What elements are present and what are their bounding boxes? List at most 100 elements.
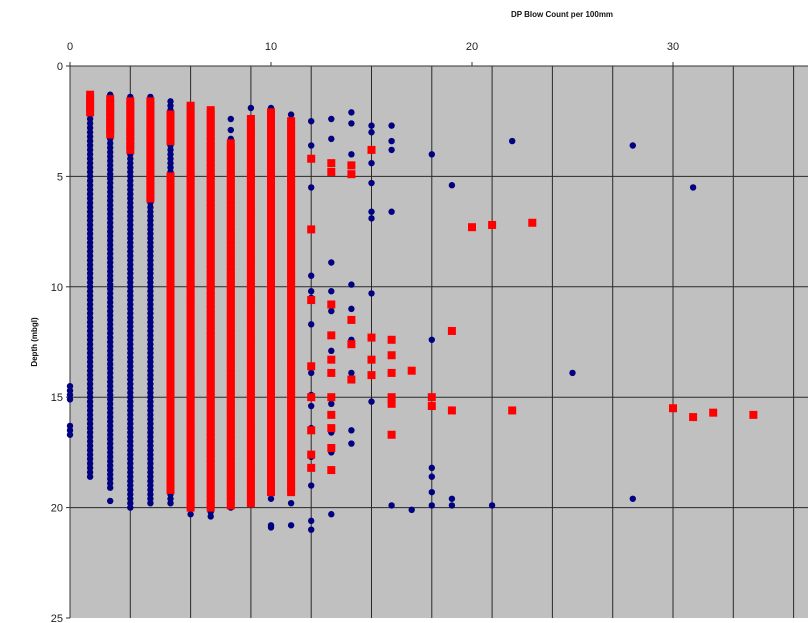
data-point <box>166 137 175 146</box>
data-point <box>186 472 195 481</box>
data-point <box>327 393 336 402</box>
data-point <box>246 375 255 384</box>
data-point <box>186 225 195 234</box>
data-point <box>246 278 255 287</box>
data-point <box>267 232 275 241</box>
data-point <box>186 432 195 441</box>
data-point <box>226 271 235 280</box>
data-point <box>166 450 175 459</box>
data-point <box>186 234 195 243</box>
data-point <box>127 385 134 392</box>
data-point <box>86 363 94 370</box>
data-point <box>186 296 195 305</box>
data-point <box>127 354 134 361</box>
data-point <box>107 140 114 147</box>
data-point <box>107 484 114 491</box>
data-point <box>147 420 154 427</box>
data-point <box>166 331 175 340</box>
data-point <box>226 245 235 254</box>
data-point <box>186 499 195 508</box>
data-point <box>186 304 195 313</box>
data-point <box>107 144 114 151</box>
data-point <box>186 251 195 260</box>
data-point <box>186 181 195 190</box>
data-point <box>166 388 175 397</box>
y-axis-title: Depth (mbgl) <box>30 317 39 367</box>
data-point <box>267 399 275 408</box>
data-point <box>287 448 296 457</box>
data-point <box>327 167 336 176</box>
data-point <box>86 168 94 176</box>
data-point <box>127 248 134 255</box>
data-point <box>126 106 135 115</box>
data-point <box>186 362 195 371</box>
data-point <box>86 115 94 123</box>
data-point <box>107 197 114 204</box>
data-point <box>206 238 215 247</box>
data-point <box>107 294 114 302</box>
data-point <box>267 342 275 351</box>
data-point <box>86 301 94 308</box>
data-point <box>166 247 175 256</box>
data-point <box>287 148 296 157</box>
data-point <box>166 203 175 212</box>
data-point <box>226 280 235 289</box>
data-point <box>246 362 255 371</box>
data-point <box>126 97 135 106</box>
data-point <box>147 389 154 396</box>
data-point <box>246 437 255 446</box>
data-point <box>287 426 296 435</box>
data-point <box>206 499 215 508</box>
data-point <box>226 443 235 452</box>
data-point <box>147 385 154 392</box>
data-point <box>107 153 114 160</box>
data-point <box>287 121 296 130</box>
data-point <box>307 362 316 371</box>
data-point <box>66 382 74 390</box>
data-point <box>246 220 255 229</box>
data-point <box>287 165 296 174</box>
data-point <box>186 185 195 194</box>
data-point <box>246 410 255 419</box>
data-point <box>206 203 215 212</box>
data-point <box>267 495 275 502</box>
data-point <box>147 221 154 229</box>
data-point <box>308 142 315 149</box>
data-point <box>287 466 296 475</box>
data-point <box>328 259 335 266</box>
data-point <box>267 156 275 165</box>
data-point <box>86 349 94 357</box>
data-point <box>147 376 154 383</box>
data-point <box>127 491 134 498</box>
data-point <box>427 393 436 402</box>
data-point <box>186 384 195 393</box>
x-tick-label: 20 <box>466 41 478 53</box>
data-point <box>127 261 134 268</box>
data-point <box>246 331 255 340</box>
data-point <box>226 285 235 294</box>
data-point <box>86 248 94 255</box>
data-point <box>186 128 195 137</box>
data-point <box>267 293 275 302</box>
data-point <box>147 252 154 260</box>
data-point <box>186 207 195 216</box>
data-point <box>147 288 154 295</box>
data-point <box>186 428 195 437</box>
data-point <box>246 335 255 344</box>
data-point <box>166 229 175 238</box>
data-point <box>387 335 396 344</box>
data-point <box>166 220 175 229</box>
data-point <box>147 349 154 357</box>
data-point <box>308 526 315 533</box>
data-point <box>107 449 114 456</box>
data-point <box>206 119 215 128</box>
data-point <box>186 463 195 472</box>
data-point <box>226 170 235 179</box>
data-point <box>186 481 195 490</box>
data-point <box>206 459 215 468</box>
data-point <box>166 304 175 313</box>
data-point <box>166 357 175 366</box>
data-point <box>186 278 195 287</box>
data-point <box>107 321 114 328</box>
data-point <box>166 349 175 358</box>
